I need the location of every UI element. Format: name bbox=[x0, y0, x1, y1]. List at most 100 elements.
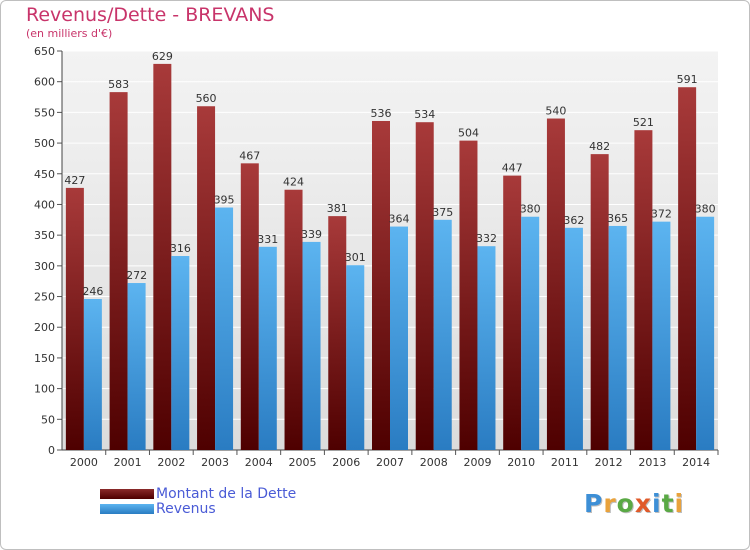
bar-revenus bbox=[346, 265, 365, 450]
bar-dette bbox=[197, 106, 216, 450]
bar-revenus bbox=[564, 227, 583, 450]
bar-dette bbox=[415, 122, 434, 451]
x-tick-label: 2007 bbox=[376, 456, 404, 469]
bar-dette bbox=[240, 163, 259, 450]
legend-item-dette: Montant de la Dette bbox=[100, 485, 297, 502]
bar-revenus bbox=[696, 216, 715, 450]
y-tick-label: 450 bbox=[34, 168, 55, 181]
data-label-dette: 629 bbox=[152, 50, 173, 63]
bar-dette bbox=[590, 154, 609, 450]
data-label-revenus: 362 bbox=[563, 214, 584, 227]
data-label-revenus: 272 bbox=[126, 269, 147, 282]
bar-dette bbox=[372, 120, 390, 451]
x-tick-label: 2012 bbox=[595, 456, 623, 469]
logo-letter: t bbox=[661, 489, 675, 518]
data-label-dette: 560 bbox=[196, 92, 217, 105]
data-label-revenus: 246 bbox=[82, 285, 103, 298]
x-tick-label: 2009 bbox=[463, 456, 491, 469]
logo-letter: i bbox=[652, 489, 662, 518]
bar-dette bbox=[65, 187, 84, 450]
data-label-revenus: 332 bbox=[476, 232, 497, 245]
data-label-dette: 591 bbox=[677, 73, 698, 86]
data-label-revenus: 316 bbox=[170, 242, 191, 255]
bar-dette bbox=[678, 87, 697, 451]
data-label-dette: 504 bbox=[458, 127, 479, 140]
data-label-dette: 536 bbox=[371, 107, 392, 120]
logo-letter: r bbox=[603, 489, 617, 518]
y-tick-label: 50 bbox=[41, 413, 55, 426]
bar-revenus bbox=[477, 246, 496, 450]
bar-revenus bbox=[302, 241, 321, 450]
bar-revenus bbox=[215, 207, 234, 450]
data-label-revenus: 365 bbox=[607, 212, 628, 225]
bar-dette bbox=[503, 175, 522, 450]
bar-dette bbox=[634, 130, 653, 450]
bar-revenus bbox=[652, 221, 671, 450]
bar-revenus bbox=[83, 298, 102, 450]
bar-revenus bbox=[390, 226, 408, 450]
bar-revenus bbox=[521, 216, 540, 450]
y-tick-label: 550 bbox=[34, 106, 55, 119]
data-label-dette: 540 bbox=[545, 105, 566, 118]
data-label-dette: 467 bbox=[239, 149, 260, 162]
bar-revenus bbox=[171, 256, 190, 450]
bar-revenus bbox=[127, 283, 146, 450]
bar-dette bbox=[328, 216, 347, 450]
data-label-revenus: 364 bbox=[389, 213, 410, 226]
bar-dette bbox=[459, 140, 478, 451]
x-tick-label: 2006 bbox=[332, 456, 360, 469]
logo-letter: i bbox=[674, 489, 685, 518]
y-tick-label: 200 bbox=[34, 321, 55, 334]
data-label-dette: 381 bbox=[327, 202, 348, 215]
x-tick-label: 2013 bbox=[638, 456, 666, 469]
x-tick-label: 2011 bbox=[551, 456, 579, 469]
logo-letter: o bbox=[616, 489, 635, 518]
y-tick-label: 150 bbox=[34, 352, 55, 365]
y-tick-label: 250 bbox=[34, 291, 55, 304]
y-tick-label: 650 bbox=[34, 45, 55, 58]
x-tick-label: 2010 bbox=[507, 456, 535, 469]
y-tick-label: 500 bbox=[34, 137, 55, 150]
bar-revenus bbox=[608, 225, 627, 450]
bar-dette bbox=[153, 63, 172, 450]
legend-swatch-dette bbox=[100, 488, 154, 499]
x-tick-label: 2003 bbox=[201, 456, 229, 469]
data-label-revenus: 375 bbox=[432, 206, 453, 219]
data-label-revenus: 301 bbox=[345, 251, 366, 264]
y-tick-label: 350 bbox=[34, 229, 55, 242]
x-tick-label: 2000 bbox=[70, 456, 98, 469]
logo-letter: x bbox=[634, 489, 652, 518]
data-label-revenus: 331 bbox=[257, 233, 278, 246]
x-tick-label: 2014 bbox=[682, 456, 710, 469]
bar-dette bbox=[546, 118, 565, 451]
logo-letter: P bbox=[584, 489, 604, 518]
data-label-revenus: 395 bbox=[214, 194, 235, 207]
x-tick-label: 2005 bbox=[289, 456, 317, 469]
data-label-dette: 424 bbox=[283, 176, 304, 189]
y-tick-label: 0 bbox=[48, 444, 55, 457]
y-tick-label: 100 bbox=[34, 383, 55, 396]
y-tick-label: 300 bbox=[34, 260, 55, 273]
chart-subtitle: (en milliers d'€) bbox=[26, 27, 113, 40]
legend-swatch-revenus bbox=[100, 503, 154, 514]
data-label-dette: 427 bbox=[64, 174, 85, 187]
y-tick-label: 400 bbox=[34, 198, 55, 211]
legend-item-revenus: Revenus bbox=[100, 500, 296, 517]
data-label-revenus: 372 bbox=[651, 208, 672, 221]
bar-dette bbox=[284, 189, 303, 450]
y-tick-label: 600 bbox=[34, 76, 55, 89]
legend-label-dette: Montant de la Dette bbox=[156, 485, 297, 502]
legend-label-revenus: Revenus bbox=[156, 500, 216, 517]
data-label-dette: 521 bbox=[633, 116, 654, 129]
data-label-dette: 583 bbox=[108, 78, 129, 91]
data-label-dette: 447 bbox=[502, 162, 523, 175]
x-tick-label: 2008 bbox=[420, 456, 448, 469]
chart-title: Revenus/Dette - BREVANS bbox=[26, 4, 275, 26]
x-tick-label: 2004 bbox=[245, 456, 273, 469]
bar-dette bbox=[109, 92, 128, 451]
data-label-dette: 482 bbox=[589, 140, 610, 153]
data-label-revenus: 380 bbox=[695, 203, 716, 216]
chart-legend: Montant de la Dette Revenus bbox=[100, 485, 297, 517]
bar-revenus bbox=[433, 219, 452, 450]
